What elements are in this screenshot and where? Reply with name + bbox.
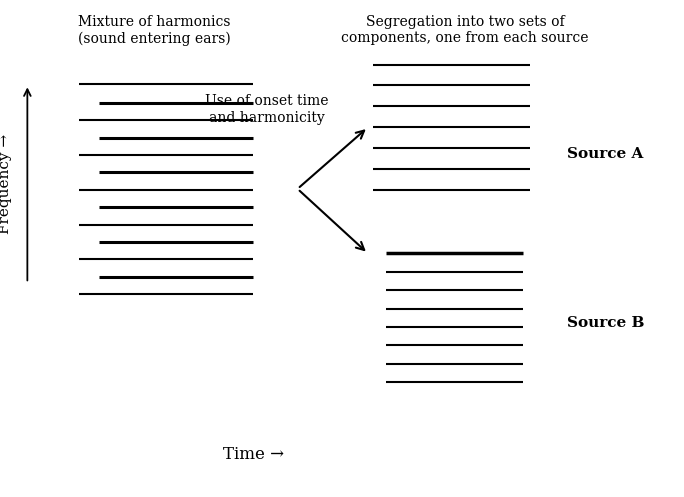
Text: Time →: Time → [222, 446, 284, 463]
Text: Use of onset time
and harmonicity: Use of onset time and harmonicity [205, 94, 328, 125]
Text: Segregation into two sets of
components, one from each source: Segregation into two sets of components,… [341, 15, 589, 45]
Text: Frequency →: Frequency → [0, 134, 12, 234]
Text: Source A: Source A [567, 147, 644, 161]
Text: Mixture of harmonics
(sound entering ears): Mixture of harmonics (sound entering ear… [77, 15, 231, 46]
Text: Source B: Source B [566, 316, 644, 330]
